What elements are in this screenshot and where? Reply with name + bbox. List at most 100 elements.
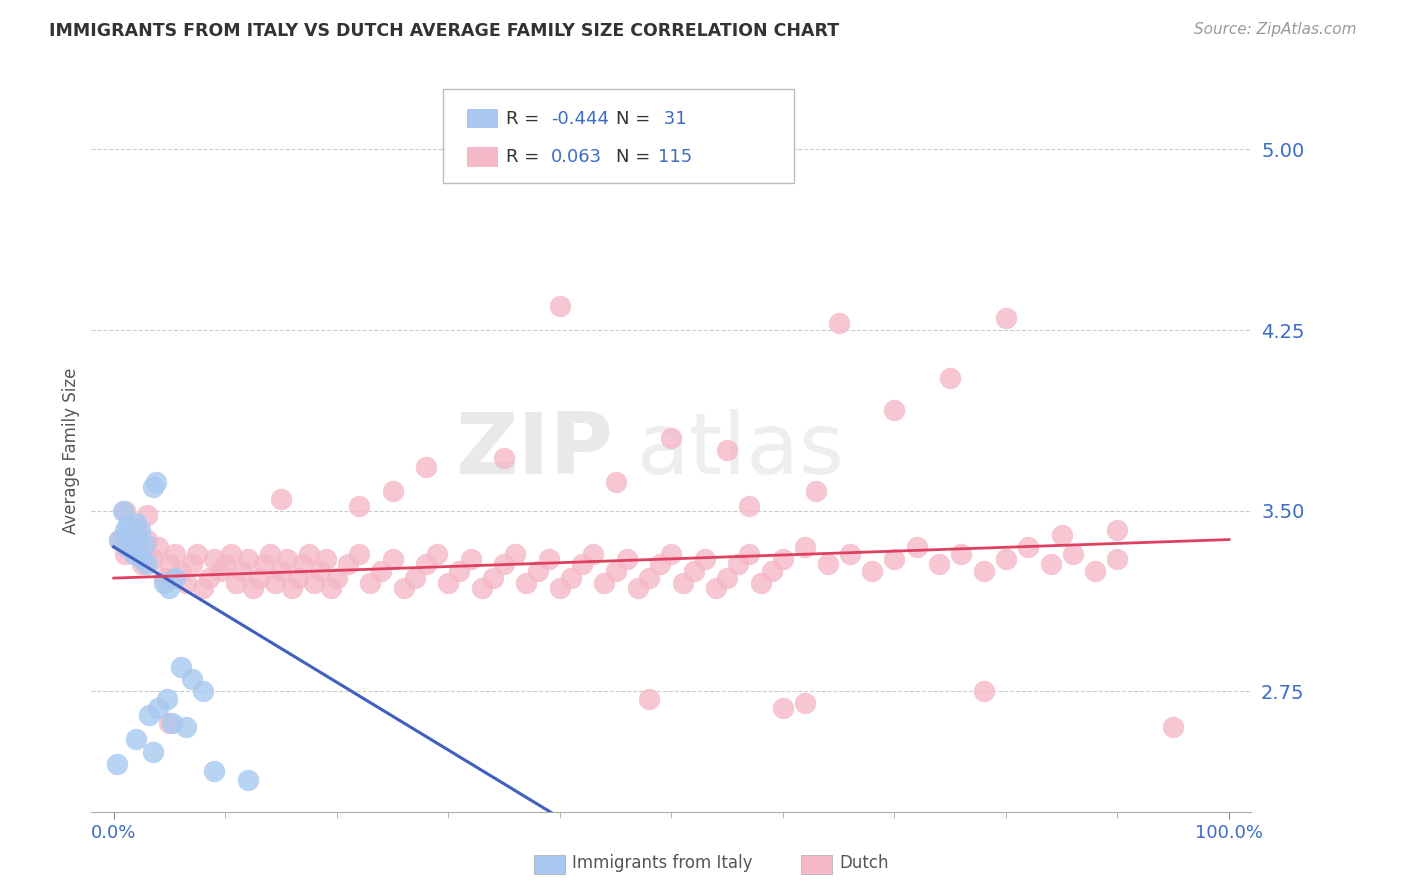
Point [772, 701, 794, 715]
Point [169, 564, 191, 578]
Point [761, 564, 783, 578]
Text: Dutch: Dutch [839, 854, 889, 871]
Point [806, 484, 828, 499]
Point [114, 547, 136, 561]
Point [202, 764, 225, 778]
Point [208, 564, 231, 578]
Point [794, 696, 817, 710]
Point [449, 564, 471, 578]
Point [1161, 721, 1184, 735]
Y-axis label: Average Family Size: Average Family Size [62, 368, 80, 533]
Point [219, 547, 242, 561]
Point [134, 537, 156, 551]
Point [716, 443, 738, 458]
Point [437, 576, 460, 591]
Point [1062, 547, 1084, 561]
Point [973, 684, 995, 698]
Point [817, 557, 839, 571]
Point [616, 551, 638, 566]
Point [136, 557, 159, 571]
Point [939, 371, 962, 385]
Point [287, 571, 309, 585]
Point [120, 540, 142, 554]
Text: Immigrants from Italy: Immigrants from Italy [572, 854, 752, 871]
Point [145, 475, 167, 489]
Point [148, 701, 170, 715]
Point [197, 571, 219, 585]
Point [627, 581, 650, 595]
Point [270, 564, 292, 578]
Point [727, 557, 749, 571]
Point [605, 475, 627, 489]
Point [693, 551, 716, 566]
Point [347, 547, 370, 561]
Point [174, 721, 197, 735]
Point [264, 576, 287, 591]
Point [548, 299, 571, 313]
Point [460, 551, 482, 566]
Text: 31: 31 [658, 110, 686, 128]
Point [560, 571, 582, 585]
Point [236, 773, 259, 788]
Point [142, 551, 165, 566]
Point [180, 557, 202, 571]
Point [548, 581, 571, 595]
Point [1107, 551, 1129, 566]
Point [315, 551, 337, 566]
Point [950, 547, 973, 561]
Point [231, 564, 253, 578]
Point [347, 817, 370, 831]
Point [415, 557, 437, 571]
Point [593, 576, 616, 591]
Point [515, 576, 537, 591]
Point [494, 853, 516, 867]
Point [994, 311, 1017, 326]
Point [883, 402, 905, 417]
Point [131, 551, 153, 566]
Point [115, 540, 138, 554]
Point [111, 503, 134, 517]
Point [125, 523, 148, 537]
Point [1107, 523, 1129, 537]
Point [381, 551, 404, 566]
Point [159, 715, 181, 730]
Point [122, 547, 145, 561]
Point [153, 571, 176, 585]
Point [659, 547, 682, 561]
Point [202, 551, 225, 566]
Point [160, 715, 183, 730]
Point [156, 691, 179, 706]
Point [905, 540, 928, 554]
Point [650, 557, 672, 571]
Text: atlas: atlas [637, 409, 845, 492]
Point [121, 533, 143, 547]
Point [108, 533, 131, 547]
Point [125, 516, 148, 530]
Point [749, 576, 772, 591]
Point [537, 551, 560, 566]
Point [117, 518, 139, 533]
Text: IMMIGRANTS FROM ITALY VS DUTCH AVERAGE FAMILY SIZE CORRELATION CHART: IMMIGRANTS FROM ITALY VS DUTCH AVERAGE F… [49, 22, 839, 40]
Point [794, 540, 817, 554]
Point [127, 544, 149, 558]
Point [638, 691, 661, 706]
Point [571, 557, 593, 571]
Point [270, 491, 292, 506]
Point [671, 576, 693, 591]
Point [1039, 557, 1062, 571]
Point [309, 564, 332, 578]
Point [994, 551, 1017, 566]
Point [253, 557, 276, 571]
Text: N =: N = [616, 110, 655, 128]
Text: N =: N = [616, 148, 655, 166]
Point [159, 581, 181, 595]
Point [347, 499, 370, 513]
Point [298, 547, 321, 561]
Point [494, 450, 516, 465]
Point [191, 581, 214, 595]
Point [738, 547, 761, 561]
Point [494, 557, 516, 571]
Point [827, 316, 849, 330]
Point [304, 576, 326, 591]
Point [247, 571, 270, 585]
